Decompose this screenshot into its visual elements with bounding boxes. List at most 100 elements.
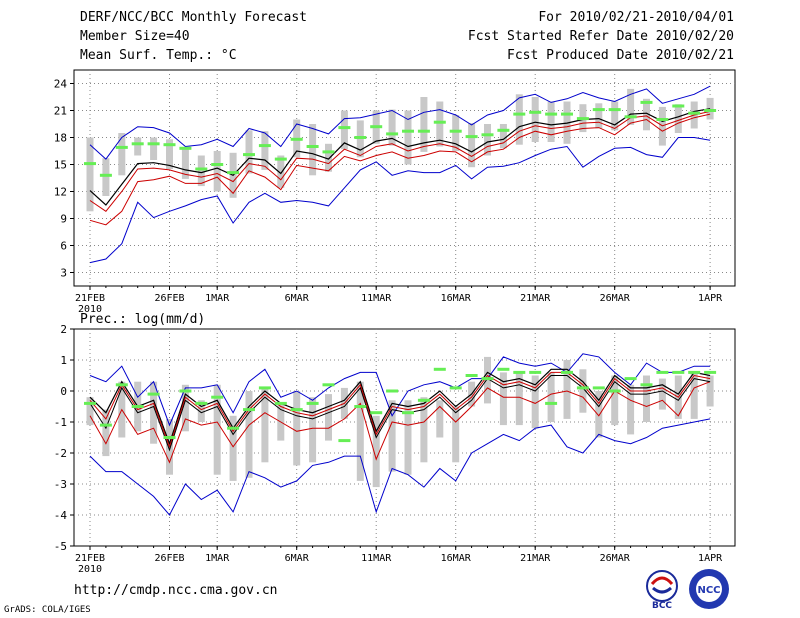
ncc-logo-text: NCC xyxy=(697,585,720,596)
precipitation-ytick-label: -4 xyxy=(54,509,68,522)
temperature-range-bar xyxy=(515,94,523,145)
temperature-range-bar xyxy=(674,104,682,133)
precipitation-marker xyxy=(195,401,208,405)
precipitation-xtick-label: 11MAR xyxy=(361,553,392,564)
precipitation-marker xyxy=(608,389,621,393)
temperature-range-bar xyxy=(134,137,142,156)
temperature-range-bar xyxy=(468,123,476,168)
precipitation-range-bar xyxy=(309,397,317,463)
precipitation-range-bar xyxy=(436,400,444,438)
precipitation-range-bar xyxy=(515,372,523,426)
precipitation-range-bar xyxy=(611,375,619,426)
precipitation-range-bar xyxy=(484,356,491,404)
temperature-marker xyxy=(433,120,446,124)
precipitation-marker xyxy=(258,386,271,390)
temperature-xtick-label: 11MAR xyxy=(361,293,392,304)
temperature-marker xyxy=(449,129,462,133)
temperature-marker xyxy=(306,145,319,148)
precipitation-marker xyxy=(322,383,335,387)
temperature-marker xyxy=(163,143,176,147)
temperature-marker xyxy=(290,137,303,141)
precipitation-range-bar xyxy=(293,391,301,466)
temperature-marker xyxy=(704,109,717,112)
temperature-marker xyxy=(338,126,351,130)
temperature-range-bar xyxy=(452,115,460,151)
temperature-marker xyxy=(243,153,255,157)
temperature-range-bar xyxy=(118,133,126,176)
bcc-logo-ring xyxy=(646,570,678,602)
precipitation-marker xyxy=(354,405,367,408)
precipitation-range-bar xyxy=(643,375,650,422)
temperature-range-bar xyxy=(340,110,348,150)
precipitation-range-bar xyxy=(499,372,507,426)
precipitation-marker xyxy=(640,383,653,387)
temperature-marker xyxy=(131,142,144,146)
precipitation-frame xyxy=(73,328,736,547)
precipitation-marker xyxy=(338,439,351,443)
precipitation-range-bar xyxy=(356,381,364,481)
bcc-logo-text: BCC xyxy=(652,601,672,610)
precipitation-marker xyxy=(179,389,192,393)
precipitation-ytick-label: 2 xyxy=(60,323,67,336)
temperature-marker xyxy=(258,144,271,148)
temperature-marker xyxy=(656,118,669,121)
precipitation-range-bar xyxy=(86,397,94,426)
precipitation-xtick-label: 21MAR xyxy=(520,553,551,564)
precipitation-marker xyxy=(227,426,240,430)
precipitation-marker xyxy=(449,386,462,390)
temperature-ytick-label: 24 xyxy=(54,78,68,91)
precipitation-range-bar xyxy=(213,384,221,475)
precip-variable-label: Prec.: log(mm/d) xyxy=(80,312,205,327)
chart-title: DERF/NCC/BCC Monthly Forecast xyxy=(80,10,307,25)
bcc-logo: BCC xyxy=(646,570,678,610)
temperature-marker xyxy=(624,115,637,119)
precipitation-range-bar xyxy=(627,384,635,435)
temperature-marker xyxy=(274,157,287,161)
temperature-range-bar xyxy=(309,124,317,176)
temperature-range-bar xyxy=(595,103,603,129)
temperature-marker xyxy=(529,110,542,114)
temperature-range-bar xyxy=(499,124,507,149)
temperature-marker xyxy=(227,171,240,175)
temperature-line-mean xyxy=(89,108,711,206)
temperature-range-bar xyxy=(213,151,221,192)
precipitation-range-bar xyxy=(150,381,158,444)
precipitation-range-bar xyxy=(563,360,571,419)
precipitation-range-bar xyxy=(229,415,237,481)
temperature-line-min xyxy=(89,137,711,264)
temperature-marker xyxy=(688,111,701,115)
precipitation-marker xyxy=(561,370,573,374)
precipitation-range-bar xyxy=(547,372,555,422)
precipitation-marker xyxy=(274,401,287,405)
precipitation-marker xyxy=(481,377,494,381)
temperature-xtick-label: 6MAR xyxy=(285,293,310,304)
precipitation-line-max xyxy=(89,353,711,427)
precipitation-marker xyxy=(290,408,303,412)
temperature-marker xyxy=(402,129,414,133)
precipitation-line-mid xyxy=(89,371,711,449)
temperature-range-bar xyxy=(325,143,332,172)
temperature-ytick-label: 15 xyxy=(54,159,67,172)
temperature-marker xyxy=(195,167,208,171)
temperature-range-bar xyxy=(277,155,285,188)
source-url[interactable]: http://cmdp.ncc.cma.gov.cn xyxy=(74,583,278,598)
precipitation-marker xyxy=(99,423,112,427)
temperature-range-bar xyxy=(388,109,396,146)
temperature-ytick-label: 21 xyxy=(54,105,67,118)
temperature-range-bar xyxy=(643,98,650,131)
temperature-ytick-label: 9 xyxy=(60,213,67,226)
temperature-marker xyxy=(497,128,510,132)
precipitation-line-mid2 xyxy=(89,375,711,452)
precipitation-xtick-label: 21FEB xyxy=(75,553,105,564)
precipitation-marker xyxy=(672,370,685,374)
precipitation-marker xyxy=(370,411,383,415)
precipitation-marker xyxy=(243,408,255,412)
precipitation-range-bar xyxy=(420,397,428,463)
temperature-marker xyxy=(481,133,494,137)
temperature-line-max xyxy=(89,85,711,160)
temperature-range-bar xyxy=(181,148,189,179)
temperature-marker xyxy=(99,173,112,177)
precipitation-marker xyxy=(529,370,542,374)
precipitation-marker xyxy=(497,367,510,371)
temperature-xtick-label: 16MAR xyxy=(441,293,472,304)
